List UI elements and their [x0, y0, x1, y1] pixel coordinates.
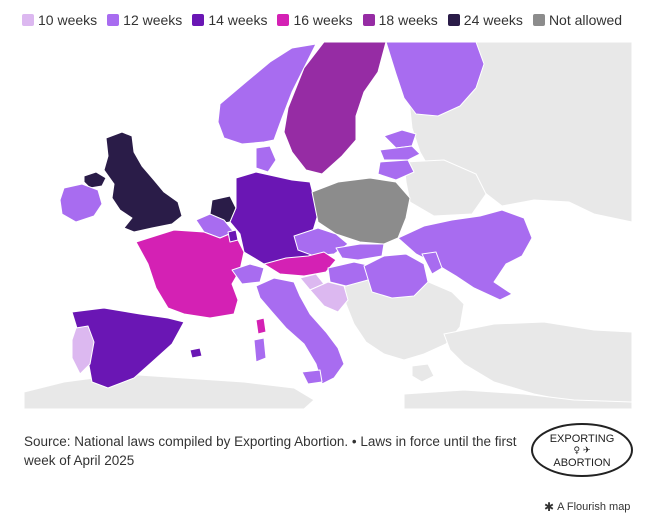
- map-country-croatia[interactable]: [309, 281, 349, 313]
- map-country-poland[interactable]: [311, 177, 411, 245]
- legend-swatch: [362, 14, 375, 26]
- map-country-finland[interactable]: [385, 42, 485, 117]
- logo-top-text: EXPORTING: [550, 433, 615, 445]
- legend-item-18-weeks[interactable]: 18 weeks: [362, 10, 438, 30]
- exporting-abortion-logo: EXPORTING ♀ ✈ ABORTION: [531, 423, 633, 477]
- legend-label: 24 weeks: [463, 12, 523, 28]
- landmass-greek-islands: [411, 363, 435, 383]
- flourish-label: A Flourish map: [557, 501, 631, 513]
- map-country-luxembourg[interactable]: [227, 229, 239, 243]
- legend-label: 14 weeks: [208, 12, 268, 28]
- flourish-credit-link[interactable]: ✱ A Flourish map: [544, 500, 630, 514]
- map-country-france[interactable]: [135, 229, 245, 319]
- legend-item-not-allowed[interactable]: Not allowed: [532, 10, 623, 30]
- legend-label: 18 weeks: [378, 12, 438, 28]
- map-country-sardinia[interactable]: [253, 337, 267, 363]
- map-country-italy[interactable]: [255, 277, 345, 385]
- map-svg: [24, 42, 632, 409]
- map-country-norway[interactable]: [217, 43, 317, 145]
- map-country-mallorca[interactable]: [189, 347, 203, 359]
- legend-swatch: [22, 14, 34, 26]
- legend-swatch: [107, 14, 120, 26]
- legend-item-12-weeks[interactable]: 12 weeks: [107, 10, 182, 30]
- map-country-united-kingdom[interactable]: [103, 131, 183, 233]
- map-country-latvia[interactable]: [379, 145, 421, 161]
- legend: 10 weeks 12 weeks 14 weeks 16 weeks 18 w…: [22, 10, 642, 30]
- map-country-slovakia[interactable]: [335, 243, 385, 261]
- legend-swatch: [532, 14, 545, 26]
- legend-swatch: [447, 14, 460, 26]
- map-country-estonia[interactable]: [383, 129, 417, 149]
- landmass-belarus: [403, 159, 487, 217]
- map-country-romania[interactable]: [363, 253, 429, 299]
- map-country-ukraine[interactable]: [397, 209, 533, 301]
- map-country-northern-ireland[interactable]: [83, 171, 107, 189]
- map-country-corsica[interactable]: [255, 317, 267, 335]
- legend-label: 10 weeks: [38, 12, 98, 28]
- map-country-switzerland[interactable]: [231, 263, 265, 285]
- map-country-sweden[interactable]: [283, 42, 387, 175]
- map-country-portugal[interactable]: [71, 325, 95, 375]
- legend-item-10-weeks[interactable]: 10 weeks: [22, 10, 97, 30]
- legend-item-24-weeks[interactable]: 24 weeks: [447, 10, 523, 30]
- logo-symbols: ♀ ✈: [574, 446, 591, 456]
- legend-label: 16 weeks: [293, 12, 353, 28]
- legend-label: Not allowed: [548, 12, 623, 28]
- map-country-lithuania[interactable]: [377, 159, 415, 181]
- map-country-austria[interactable]: [263, 251, 337, 277]
- legend-item-14-weeks[interactable]: 14 weeks: [192, 10, 267, 30]
- map-country-sicily[interactable]: [301, 369, 323, 385]
- logo-bottom-text: ABORTION: [553, 457, 610, 469]
- legend-label: 12 weeks: [123, 12, 183, 28]
- map-country-moldova[interactable]: [421, 251, 443, 275]
- source-note: Source: National laws compiled by Export…: [24, 434, 517, 468]
- map-country-denmark[interactable]: [255, 145, 277, 173]
- landmass-north-africa-east: [403, 389, 632, 409]
- landmass-balkans: [343, 271, 465, 361]
- europe-map[interactable]: [24, 42, 632, 409]
- flourish-icon: ✱: [544, 500, 555, 514]
- legend-swatch: [192, 14, 205, 26]
- map-country-ireland[interactable]: [59, 183, 103, 223]
- legend-item-16-weeks[interactable]: 16 weeks: [277, 10, 353, 30]
- landmass-north-africa: [24, 373, 315, 409]
- legend-swatch: [277, 14, 290, 26]
